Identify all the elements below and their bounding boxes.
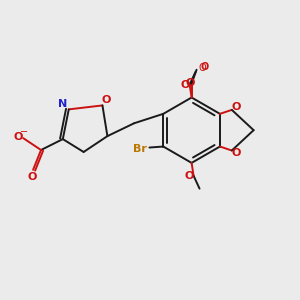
Text: Br: Br <box>133 143 146 154</box>
Text: O: O <box>181 80 190 90</box>
Text: O: O <box>102 95 111 106</box>
Text: N: N <box>58 99 68 110</box>
Text: −: − <box>20 127 28 137</box>
Text: O: O <box>200 62 208 72</box>
Text: O: O <box>231 148 241 158</box>
Text: O: O <box>199 63 206 73</box>
Text: O: O <box>185 171 194 181</box>
Text: O: O <box>186 78 195 88</box>
Text: O: O <box>14 132 23 142</box>
Text: O: O <box>231 102 241 112</box>
Text: O: O <box>27 172 37 182</box>
